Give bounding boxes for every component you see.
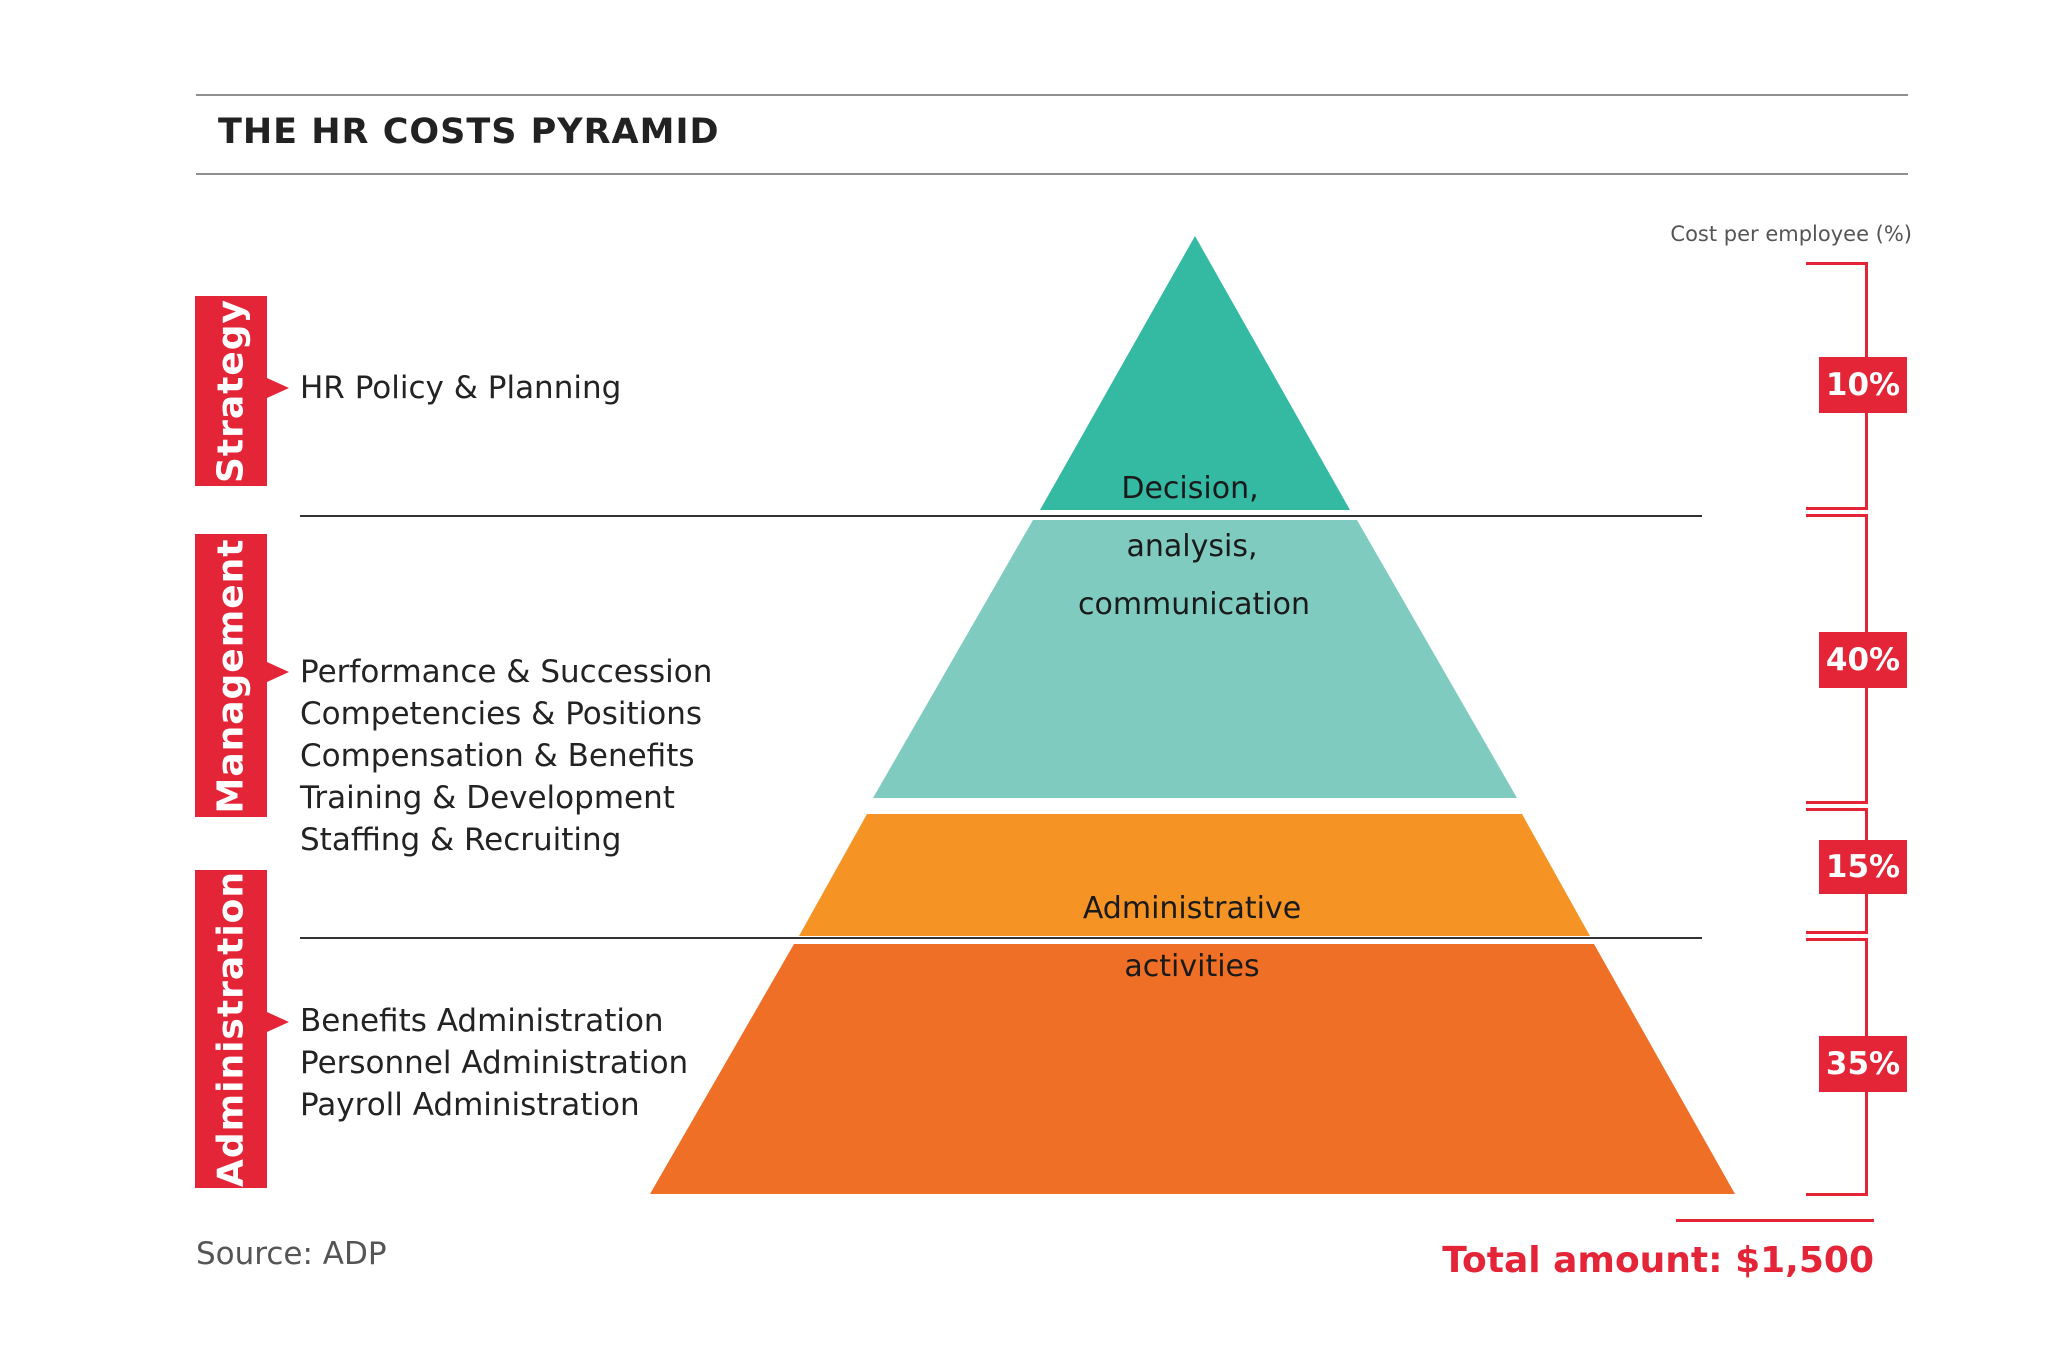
list-item: Competencies & Positions <box>300 696 703 732</box>
strategy-items: HR Policy & Planning <box>300 367 621 409</box>
title-rule <box>196 173 1908 175</box>
list-item: Personnel Administration <box>300 1045 689 1081</box>
total-rule <box>1676 1219 1874 1222</box>
pyramid-level-management <box>873 520 1517 798</box>
pyramid-bottom-label-line-2: activities <box>1124 949 1259 984</box>
pyramid-top-label-line-2: analysis, <box>1126 529 1257 564</box>
list-item: Training & Development <box>300 780 675 816</box>
percentage-badge-administrative: 15% <box>1819 840 1907 894</box>
category-administration-pointer <box>267 1012 289 1032</box>
list-item: Payroll Administration <box>300 1087 640 1123</box>
pyramid-level-administration <box>650 944 1735 1194</box>
category-strategy-label: Strategy <box>195 296 267 486</box>
category-management-label: Management <box>195 534 267 817</box>
pyramid-bottom-label-line-1: Administrative <box>1083 891 1301 926</box>
total-amount: Total amount: $1,500 <box>1442 1240 1874 1281</box>
pyramid-level-strategy <box>1040 236 1350 510</box>
pyramid-top-label-line-3: communication <box>1078 587 1310 622</box>
list-item: Performance & Succession <box>300 654 713 690</box>
list-item: HR Policy & Planning <box>300 370 622 406</box>
category-administration-text: Administration <box>210 870 252 1188</box>
administration-items: Benefits Administration Personnel Admini… <box>300 1000 688 1126</box>
top-rule <box>196 94 1908 96</box>
percentage-badge-strategy: 10% <box>1819 357 1907 413</box>
list-item: Benefits Administration <box>300 1003 664 1039</box>
list-item: Staffing & Recruiting <box>300 822 622 858</box>
category-strategy-text: Strategy <box>210 298 252 484</box>
pyramid-level-administrative <box>799 814 1590 936</box>
figure-title: THE HR COSTS PYRAMID <box>218 112 720 152</box>
source-note: Source: ADP <box>196 1236 387 1272</box>
category-administration-label: Administration <box>195 870 267 1188</box>
category-strategy-pointer <box>267 378 289 398</box>
management-items: Performance & Succession Competencies & … <box>300 651 712 861</box>
category-management-text: Management <box>210 538 252 813</box>
list-item: Compensation & Benefits <box>300 738 695 774</box>
pyramid-top-label-line-1: Decision, <box>1121 471 1258 506</box>
percentage-badge-administration: 35% <box>1819 1036 1907 1092</box>
cost-per-employee-header: Cost per employee (%) <box>1670 222 1912 246</box>
percentage-badge-management: 40% <box>1819 632 1907 688</box>
category-management-pointer <box>267 662 289 682</box>
